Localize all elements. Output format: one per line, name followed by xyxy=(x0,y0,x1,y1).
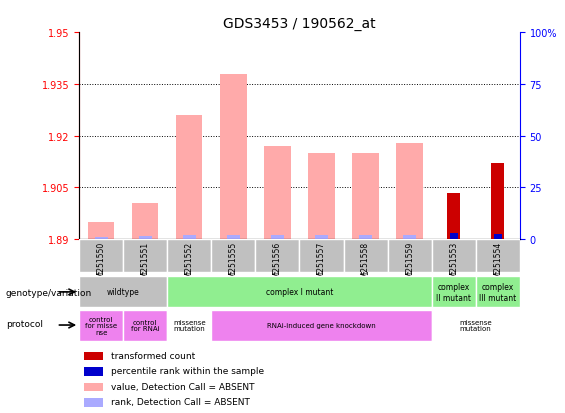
Text: complex
III mutant: complex III mutant xyxy=(479,282,516,302)
Text: complex I mutant: complex I mutant xyxy=(266,288,333,297)
Bar xyxy=(491,164,505,240)
Text: GSM251550: GSM251550 xyxy=(97,241,106,287)
FancyBboxPatch shape xyxy=(255,240,299,273)
Text: GSM251551: GSM251551 xyxy=(141,241,150,287)
Bar xyxy=(138,237,152,240)
Text: complex
II mutant: complex II mutant xyxy=(436,282,471,302)
Text: missense
mutation: missense mutation xyxy=(459,319,492,332)
Text: percentile rank within the sample: percentile rank within the sample xyxy=(111,366,264,375)
Text: GSM251556: GSM251556 xyxy=(273,241,282,287)
Text: GSM251555: GSM251555 xyxy=(229,241,238,287)
Bar xyxy=(88,222,114,240)
FancyBboxPatch shape xyxy=(476,240,520,273)
Bar xyxy=(353,154,379,240)
FancyBboxPatch shape xyxy=(167,310,211,341)
FancyBboxPatch shape xyxy=(344,240,388,273)
Text: GSM251553: GSM251553 xyxy=(449,241,458,287)
Bar xyxy=(84,368,103,376)
Bar xyxy=(264,147,290,240)
Bar xyxy=(182,235,196,240)
FancyBboxPatch shape xyxy=(432,310,520,341)
Bar xyxy=(450,233,458,240)
Text: transformed count: transformed count xyxy=(111,351,195,360)
Bar xyxy=(397,143,423,240)
Text: GSM251558: GSM251558 xyxy=(361,241,370,287)
FancyBboxPatch shape xyxy=(432,277,476,308)
Text: GSM251557: GSM251557 xyxy=(317,241,326,287)
Bar xyxy=(315,236,328,240)
Bar xyxy=(403,236,416,240)
Bar xyxy=(359,236,372,240)
FancyBboxPatch shape xyxy=(299,240,344,273)
Bar xyxy=(227,236,240,240)
Text: genotype/variation: genotype/variation xyxy=(6,289,92,298)
Text: GSM251554: GSM251554 xyxy=(493,241,502,287)
Title: GDS3453 / 190562_at: GDS3453 / 190562_at xyxy=(223,17,376,31)
FancyBboxPatch shape xyxy=(79,240,123,273)
Bar xyxy=(308,154,334,240)
Bar xyxy=(176,116,202,240)
FancyBboxPatch shape xyxy=(432,240,476,273)
FancyBboxPatch shape xyxy=(123,240,167,273)
FancyBboxPatch shape xyxy=(79,277,167,308)
Bar xyxy=(494,234,502,240)
FancyBboxPatch shape xyxy=(476,277,520,308)
Bar xyxy=(84,383,103,391)
Text: missense
mutation: missense mutation xyxy=(173,319,206,332)
Text: rank, Detection Call = ABSENT: rank, Detection Call = ABSENT xyxy=(111,397,250,406)
FancyBboxPatch shape xyxy=(388,240,432,273)
Bar xyxy=(271,235,284,240)
Text: wildtype: wildtype xyxy=(107,288,140,297)
Text: protocol: protocol xyxy=(6,320,42,329)
Text: value, Detection Call = ABSENT: value, Detection Call = ABSENT xyxy=(111,382,254,391)
Bar xyxy=(447,193,460,240)
FancyBboxPatch shape xyxy=(123,310,167,341)
Text: GSM251559: GSM251559 xyxy=(405,241,414,287)
Text: control
for misse
nse: control for misse nse xyxy=(85,316,117,335)
Bar xyxy=(94,238,108,240)
Bar xyxy=(132,203,158,240)
Bar xyxy=(84,398,103,407)
FancyBboxPatch shape xyxy=(167,240,211,273)
Bar xyxy=(220,74,246,240)
FancyBboxPatch shape xyxy=(211,240,255,273)
Bar xyxy=(84,352,103,360)
FancyBboxPatch shape xyxy=(167,277,432,308)
Text: RNAi-induced gene knockdown: RNAi-induced gene knockdown xyxy=(267,322,376,328)
FancyBboxPatch shape xyxy=(79,310,123,341)
FancyBboxPatch shape xyxy=(211,310,432,341)
Text: control
for RNAi: control for RNAi xyxy=(131,319,159,332)
Text: GSM251552: GSM251552 xyxy=(185,241,194,287)
